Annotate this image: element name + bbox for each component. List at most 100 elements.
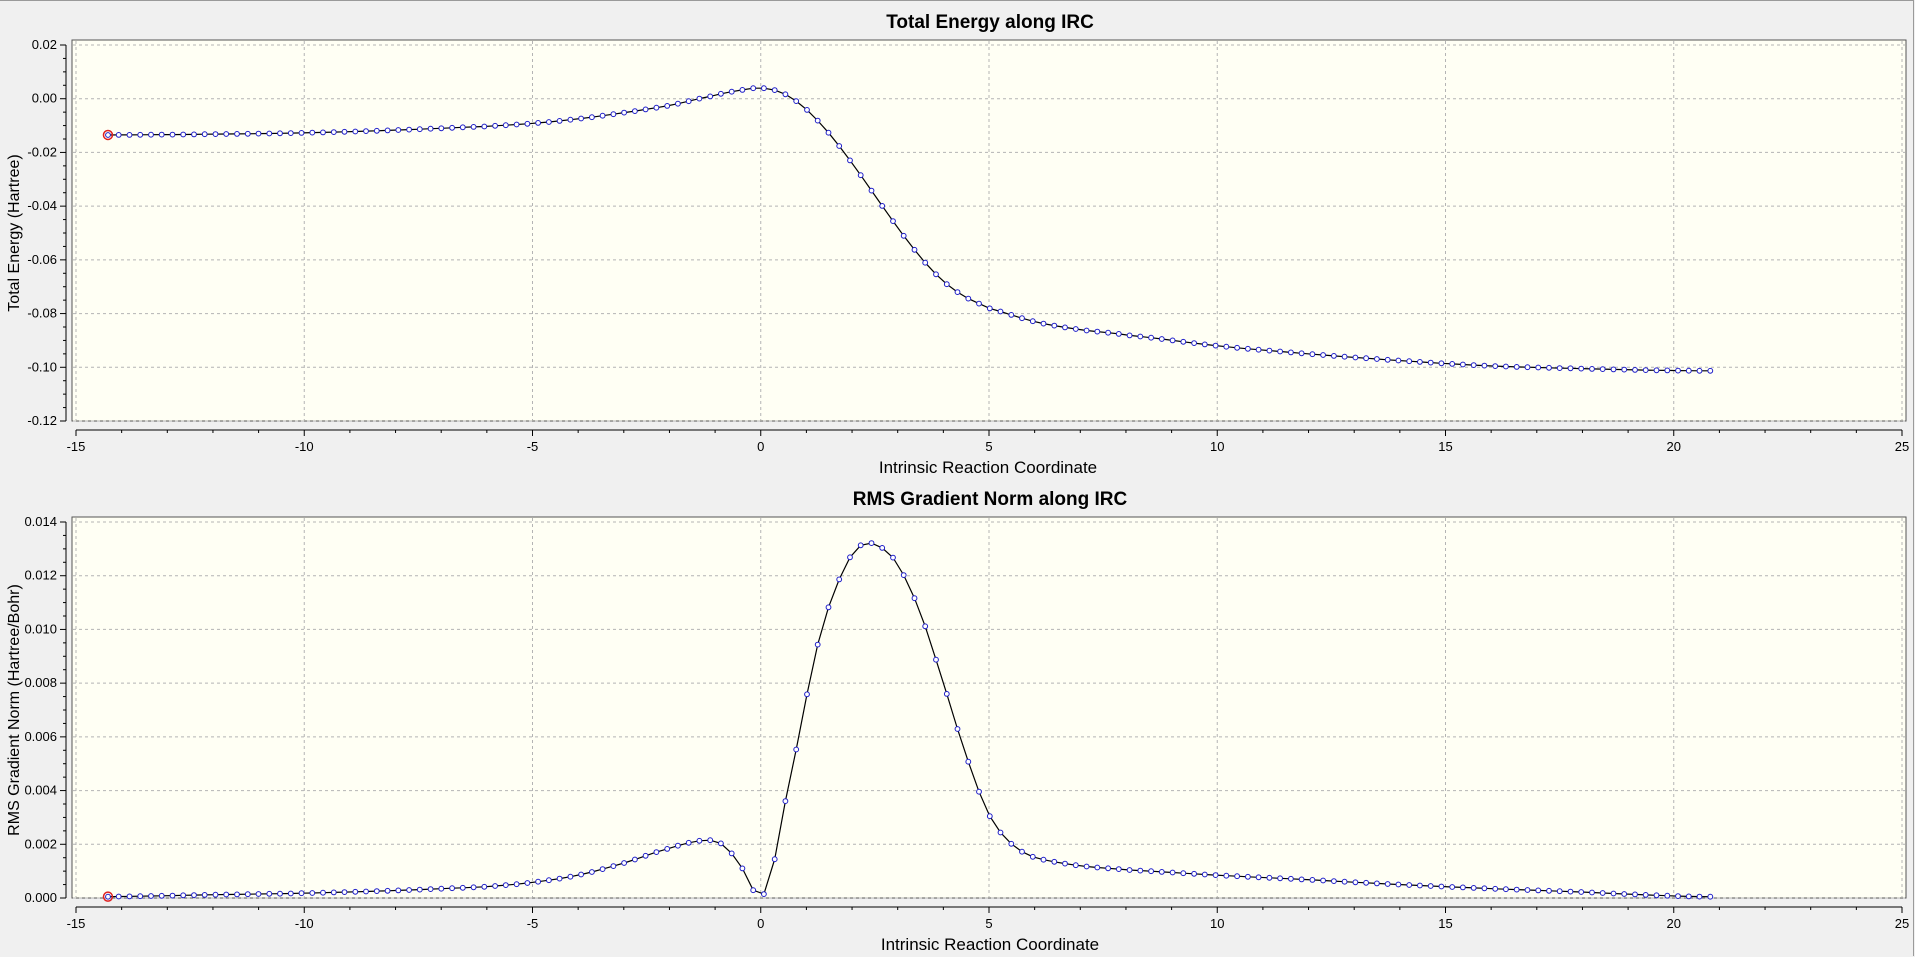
data-point <box>653 104 660 111</box>
data-point <box>1427 883 1434 889</box>
data-point <box>158 131 165 138</box>
data-point <box>771 856 778 863</box>
data-point <box>1245 345 1251 352</box>
data-point <box>1115 866 1122 873</box>
data-point <box>793 746 800 753</box>
data-point <box>718 90 724 97</box>
data-point <box>244 891 251 898</box>
data-point <box>761 891 767 898</box>
data-point <box>1072 326 1079 332</box>
y-tick-label: -0.12 <box>27 413 57 428</box>
data-point <box>1621 366 1628 373</box>
data-point <box>169 131 176 138</box>
data-point <box>1427 359 1434 366</box>
data-point <box>610 111 617 118</box>
data-point <box>1148 334 1154 341</box>
data-point <box>556 875 563 882</box>
data-point <box>1115 331 1122 337</box>
data-point <box>1696 893 1703 900</box>
data-point <box>1621 891 1628 897</box>
data-point <box>1503 886 1509 893</box>
data-point <box>653 849 660 856</box>
data-point <box>1513 364 1520 370</box>
x-tick-label: 0 <box>757 916 764 931</box>
data-point <box>1449 361 1456 367</box>
data-point <box>1288 349 1294 356</box>
data-point <box>1105 865 1111 872</box>
y-tick-label: 0.008 <box>24 675 57 690</box>
data-point <box>1556 365 1563 372</box>
data-point <box>857 542 864 549</box>
data-point <box>1309 877 1316 883</box>
data-point <box>234 891 240 898</box>
data-point <box>728 850 735 857</box>
data-point <box>449 885 456 892</box>
data-point <box>180 892 187 899</box>
data-point <box>255 891 262 897</box>
data-point <box>1395 357 1402 364</box>
data-point <box>384 127 391 134</box>
data-point <box>395 887 402 894</box>
data-point <box>589 869 595 875</box>
data-point <box>1051 322 1058 329</box>
data-point <box>255 130 262 137</box>
data-point <box>406 126 413 133</box>
data-point <box>1331 353 1337 359</box>
data-point <box>1363 355 1369 362</box>
data-point <box>1083 327 1090 334</box>
data-point <box>868 540 875 546</box>
data-point <box>1266 347 1273 354</box>
data-point <box>922 623 929 630</box>
data-point <box>1008 840 1015 847</box>
data-point <box>879 545 886 551</box>
data-point <box>535 120 541 126</box>
data-point <box>212 131 219 138</box>
y-tick-label: 0.010 <box>24 621 57 636</box>
data-point <box>481 123 488 130</box>
data-point <box>180 131 187 138</box>
data-point <box>675 100 681 107</box>
data-point <box>277 890 283 897</box>
data-point <box>1212 342 1219 349</box>
data-point <box>1664 367 1671 374</box>
x-tick-label: -15 <box>67 439 86 454</box>
rms-gradient-chart: RMS Gradient Norm along IRC -15 -10 -5 0 5 10… <box>6 489 1909 954</box>
data-point <box>1535 364 1542 371</box>
data-point <box>1234 873 1240 880</box>
data-point <box>1234 344 1240 351</box>
data-point <box>492 122 499 129</box>
x-tick-label: 20 <box>1667 439 1681 454</box>
data-point <box>685 98 692 105</box>
data-point <box>513 121 520 128</box>
data-point <box>1180 338 1187 345</box>
data-point <box>459 124 466 131</box>
data-point <box>223 131 230 137</box>
data-point <box>1245 873 1251 880</box>
data-point <box>739 865 746 872</box>
data-point <box>1470 362 1477 369</box>
data-point <box>696 837 703 844</box>
data-point <box>1685 893 1692 900</box>
data-point <box>900 572 907 578</box>
x-axis-label: Intrinsic Reaction Coordinate <box>881 935 1099 954</box>
x-tick-label: 15 <box>1438 916 1452 931</box>
data-point <box>1126 332 1133 339</box>
data-point <box>632 108 638 114</box>
data-point <box>1320 877 1326 884</box>
data-point <box>1341 353 1348 360</box>
x-tick-label: 10 <box>1210 916 1224 931</box>
data-point <box>1105 329 1111 336</box>
data-point <box>1191 870 1197 877</box>
x-tick-label: 5 <box>985 439 992 454</box>
data-point <box>1255 346 1262 353</box>
data-point <box>933 271 939 278</box>
data-point <box>1374 356 1380 362</box>
data-point <box>1513 886 1520 893</box>
data-point <box>201 892 208 898</box>
x-tick-label: -5 <box>527 439 539 454</box>
data-point <box>1062 324 1068 331</box>
data-point <box>1707 367 1714 374</box>
data-point <box>244 130 251 137</box>
x-tick-label: -5 <box>527 916 539 931</box>
data-point <box>1019 848 1025 855</box>
